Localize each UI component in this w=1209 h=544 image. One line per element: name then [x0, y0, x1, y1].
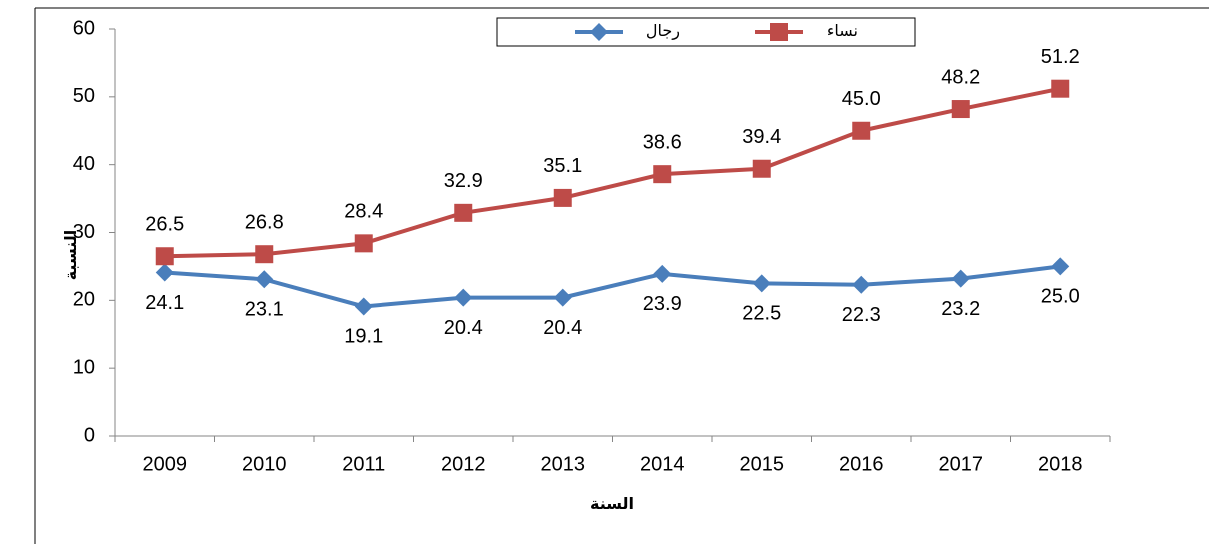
legend-label: نساء	[827, 23, 858, 40]
point-marker	[255, 270, 274, 289]
data-label: 39.4	[742, 126, 781, 148]
x-tick-label: 2009	[143, 453, 188, 475]
x-tick-label: 2016	[839, 453, 884, 475]
data-label: 19.1	[344, 326, 383, 348]
data-label: 22.3	[842, 304, 881, 326]
data-label: 48.2	[941, 66, 980, 88]
data-label: 23.1	[245, 299, 284, 321]
legend-box	[496, 17, 916, 47]
x-tick-label: 2011	[342, 453, 385, 475]
x-tick-label: 2015	[740, 453, 785, 475]
y-axis-label: النسبة	[63, 230, 80, 281]
legend-marker	[590, 23, 608, 41]
point-marker	[454, 203, 473, 222]
y-tick-label: 20	[73, 289, 95, 311]
y-tick-label: 50	[73, 85, 95, 107]
data-label: 26.5	[145, 214, 184, 236]
point-marker	[951, 100, 970, 119]
data-label: 28.4	[344, 201, 383, 223]
point-marker	[354, 234, 373, 253]
x-tick-label: 2018	[1038, 453, 1083, 475]
legend-label: رجال	[646, 23, 680, 41]
data-label: 51.2	[1041, 46, 1080, 68]
point-marker	[553, 188, 572, 207]
x-tick-label: 2014	[640, 453, 685, 475]
data-label: 35.1	[543, 155, 582, 177]
data-label: 22.5	[742, 303, 781, 325]
x-tick-label: 2010	[242, 453, 287, 475]
point-marker	[653, 165, 672, 184]
x-tick-label: 2017	[939, 453, 984, 475]
point-marker	[454, 288, 473, 307]
point-marker	[951, 269, 970, 288]
y-tick-label: 30	[73, 221, 95, 243]
x-tick-label: 2013	[541, 453, 586, 475]
point-marker	[155, 263, 174, 282]
point-marker	[1051, 79, 1070, 98]
data-label: 24.1	[145, 292, 184, 314]
point-marker	[1051, 257, 1070, 276]
data-label: 45.0	[842, 88, 881, 110]
point-marker	[752, 159, 771, 178]
x-axis-label: السنة	[590, 496, 634, 513]
data-label: 23.9	[643, 293, 682, 315]
series-line	[164, 264, 1061, 309]
data-label: 32.9	[444, 170, 483, 192]
y-tick-label: 60	[73, 17, 95, 39]
point-marker	[852, 121, 871, 140]
legend-marker	[770, 23, 788, 41]
point-marker	[752, 274, 771, 293]
data-label: 26.8	[245, 211, 284, 233]
x-tick-label: 2012	[441, 453, 486, 475]
point-marker	[653, 264, 672, 283]
point-marker	[155, 247, 174, 266]
data-label: 25.0	[1041, 286, 1080, 308]
series-line	[164, 86, 1061, 259]
data-label: 23.2	[941, 298, 980, 320]
y-tick-label: 0	[84, 424, 95, 446]
point-marker	[255, 245, 274, 264]
data-label: 20.4	[444, 317, 483, 339]
data-label: 38.6	[643, 131, 682, 153]
data-label: 20.4	[543, 317, 582, 339]
y-tick-label: 40	[73, 153, 95, 175]
point-marker	[852, 275, 871, 294]
y-tick-label: 10	[73, 356, 95, 378]
point-marker	[553, 288, 572, 307]
point-marker	[354, 297, 373, 316]
